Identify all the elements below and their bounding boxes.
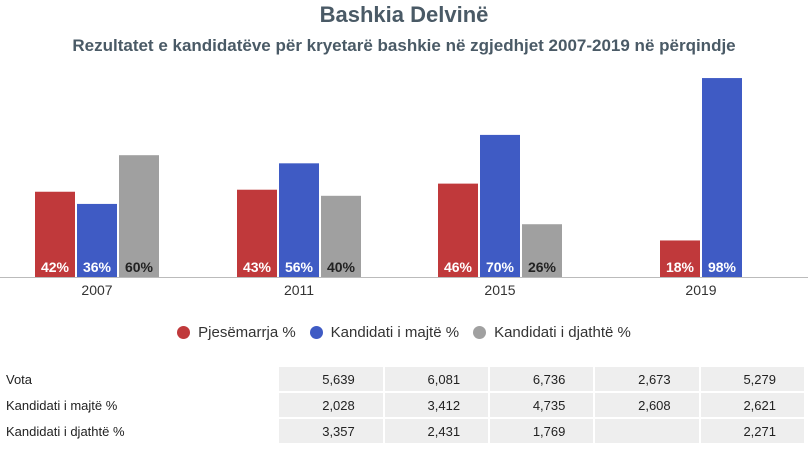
legend-dot-icon — [473, 326, 487, 339]
legend-item-left-candidate: Kandidati i majtë % — [309, 324, 460, 341]
table-cell: 2,431 — [384, 419, 489, 443]
x-tick-label: 2019 — [685, 282, 716, 298]
table-cell: 5,639 — [279, 367, 383, 391]
table-cell: 2,673 — [595, 367, 699, 391]
legend-label: Pjesëmarrja % — [198, 324, 296, 341]
legend-label: Kandidati i majtë % — [330, 324, 460, 341]
legend-dot-icon — [177, 326, 191, 339]
row-label: Kandidati i majtë % — [2, 393, 278, 417]
bar-2011-series-0 — [237, 189, 277, 277]
legend-dot-icon — [309, 326, 323, 339]
data-label: 26% — [528, 259, 557, 275]
data-label: 36% — [83, 259, 112, 275]
table-cell: 3,412 — [384, 393, 489, 417]
bar-2007-series-0 — [35, 191, 75, 277]
table-row: Kandidati i djathtë % 3,357 2,431 1,769 … — [2, 419, 804, 443]
votes-table: Vota 5,639 6,081 6,736 2,673 5,279 Kandi… — [0, 365, 806, 445]
table-cell — [595, 419, 699, 443]
bar-2007-series-1 — [77, 203, 117, 277]
table-cell: 1,769 — [490, 419, 594, 443]
bar-2015-series-0 — [438, 183, 478, 277]
data-label: 43% — [243, 259, 272, 275]
bar-2015-series-1 — [480, 134, 520, 277]
table-cell: 2,028 — [279, 393, 383, 417]
table-row: Vota 5,639 6,081 6,736 2,673 5,279 — [2, 367, 804, 391]
x-tick-label: 2015 — [484, 282, 515, 298]
x-tick-label: 2011 — [284, 282, 314, 298]
data-label: 18% — [666, 259, 695, 275]
bar-chart: 42% 36% 60% 2007 43% 56% 40% 2011 46% 70% 26% 2015 1… — [0, 78, 808, 298]
data-label: 46% — [444, 259, 473, 275]
table-cell: 6,736 — [490, 367, 594, 391]
x-tick-label: 2007 — [81, 282, 112, 298]
table-cell: 6,081 — [384, 367, 489, 391]
data-label: 56% — [285, 259, 314, 275]
data-label: 98% — [708, 259, 737, 275]
table-cell: 3,357 — [279, 419, 383, 443]
data-label: 70% — [486, 259, 515, 275]
legend-item-right-candidate: Kandidati i djathtë % — [473, 324, 631, 341]
bar-2011-series-2 — [321, 195, 361, 277]
legend: Pjesëmarrja % Kandidati i majtë % Kandid… — [0, 324, 808, 341]
legend-item-participation: Pjesëmarrja % — [177, 324, 296, 341]
data-label: 42% — [41, 259, 70, 275]
chart-subtitle: Rezultatet e kandidatëve për kryetarë ba… — [72, 36, 736, 55]
legend-label: Kandidati i djathtë % — [494, 324, 631, 341]
table-cell: 2,271 — [700, 419, 804, 443]
table-cell: 2,608 — [595, 393, 699, 417]
table-cell: 2,621 — [700, 393, 804, 417]
table-cell: 5,279 — [700, 367, 804, 391]
data-label: 40% — [327, 259, 356, 275]
chart-title: Bashkia Delvinë — [319, 2, 489, 27]
bar-2007-series-2 — [119, 155, 159, 277]
bar-2019-series-1 — [702, 78, 742, 277]
row-label: Vota — [2, 367, 278, 391]
table-row: Kandidati i majtë % 2,028 3,412 4,735 2,… — [2, 393, 804, 417]
row-label: Kandidati i djathtë % — [2, 419, 278, 443]
bar-2019-series-0 — [660, 240, 700, 277]
bar-2015-series-2 — [522, 224, 562, 277]
bar-2011-series-1 — [279, 163, 319, 277]
data-label: 60% — [125, 259, 154, 275]
table-cell: 4,735 — [490, 393, 594, 417]
